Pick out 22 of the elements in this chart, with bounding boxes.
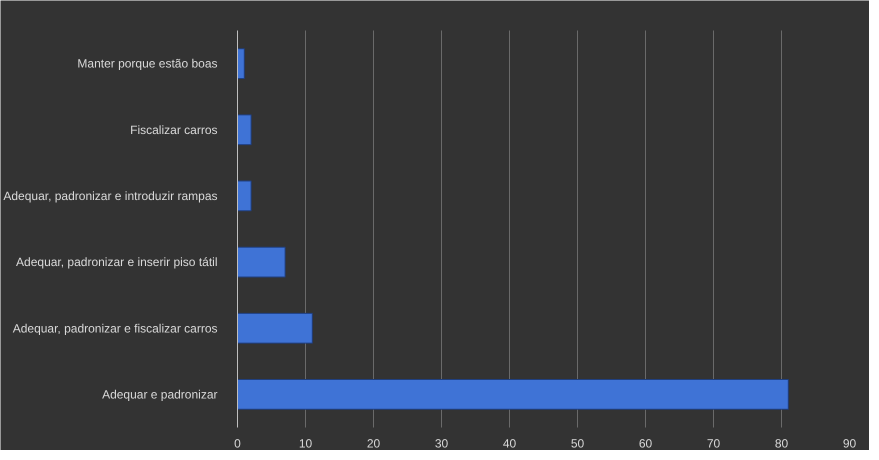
bar xyxy=(238,114,252,146)
y-tick-label: Fiscalizar carros xyxy=(130,122,218,137)
bar xyxy=(238,312,313,344)
bar xyxy=(238,379,789,410)
x-tick-label: 80 xyxy=(774,436,788,450)
x-tick-label: 90 xyxy=(842,436,856,450)
x-tick-label: 40 xyxy=(502,436,516,450)
x-tick-label: 70 xyxy=(706,436,720,450)
y-tick-label: Adequar, padronizar e fiscalizar carros xyxy=(12,321,218,336)
x-tick-label: 20 xyxy=(366,436,380,450)
x-tick-label: 50 xyxy=(570,436,584,450)
y-tick-label: Manter porque estão boas xyxy=(77,56,218,71)
y-tick-label: Adequar e padronizar xyxy=(102,387,218,402)
bar xyxy=(238,246,286,278)
bar xyxy=(238,180,252,212)
y-tick-label: Adequar, padronizar e inserir piso tátil xyxy=(16,255,218,270)
y-tick-label: Adequar, padronizar e introduzir rampas xyxy=(3,188,218,203)
x-tick-label: 0 xyxy=(234,436,242,450)
x-tick-label: 30 xyxy=(434,436,448,450)
bar xyxy=(238,48,245,79)
x-tick-label: 60 xyxy=(638,436,652,450)
x-tick-label: 10 xyxy=(298,436,312,450)
